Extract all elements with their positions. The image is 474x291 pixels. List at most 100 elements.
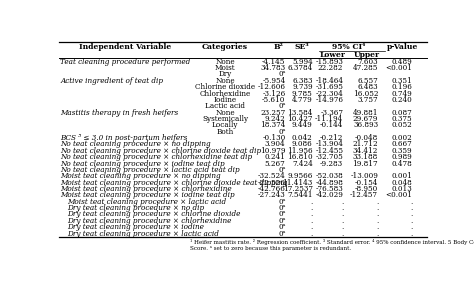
Text: 9.785: 9.785 (292, 90, 313, 97)
Text: -13.009: -13.009 (350, 172, 378, 180)
Text: -44.898: -44.898 (315, 179, 343, 187)
Text: 22.282: 22.282 (318, 64, 343, 72)
Text: -22.526: -22.526 (258, 179, 285, 187)
Text: None: None (215, 109, 235, 117)
Text: 0ᵃ: 0ᵃ (278, 166, 285, 174)
Text: 6.557: 6.557 (357, 77, 378, 85)
Text: Mastitis therapy in fresh heifers: Mastitis therapy in fresh heifers (60, 109, 179, 117)
Text: -8.950: -8.950 (355, 185, 378, 193)
Text: .: . (410, 217, 412, 225)
Text: Lactic acid: Lactic acid (205, 102, 245, 110)
Text: -42.766: -42.766 (258, 185, 285, 193)
Text: 49.881: 49.881 (353, 109, 378, 117)
Text: .: . (310, 223, 313, 231)
Text: Dry teat cleaning procedure × lactic acid: Dry teat cleaning procedure × lactic aci… (67, 230, 219, 237)
Text: Upper: Upper (354, 51, 380, 59)
Text: 0ᵃ: 0ᵃ (278, 210, 285, 219)
Text: .: . (310, 210, 313, 219)
Text: -42.029: -42.029 (315, 191, 343, 199)
Text: 0ᵃ: 0ᵃ (278, 230, 285, 237)
Text: .: . (310, 217, 313, 225)
Text: -12.457: -12.457 (350, 191, 378, 199)
Text: 9.9566: 9.9566 (287, 172, 313, 180)
Text: B²: B² (273, 43, 283, 51)
Text: 0.241: 0.241 (264, 153, 285, 161)
Text: .: . (341, 210, 343, 219)
Text: Moist teat cleaning procedure × no dipping: Moist teat cleaning procedure × no dippi… (60, 172, 221, 180)
Text: 10.979: 10.979 (260, 147, 285, 155)
Text: Moist teat cleaning procedure × chlorhexidine: Moist teat cleaning procedure × chlorhex… (60, 185, 232, 193)
Text: -52.038: -52.038 (316, 172, 343, 180)
Text: .: . (376, 230, 378, 237)
Text: Active ingredient of teat dip: Active ingredient of teat dip (60, 77, 164, 85)
Text: 34.412: 34.412 (353, 147, 378, 155)
Text: -22.304: -22.304 (316, 90, 343, 97)
Text: 0.489: 0.489 (392, 58, 412, 66)
Text: <0.001: <0.001 (385, 191, 412, 199)
Text: -5.610: -5.610 (262, 96, 285, 104)
Text: 9.739: 9.739 (292, 83, 313, 91)
Text: .: . (341, 204, 343, 212)
Text: 0.749: 0.749 (392, 90, 412, 97)
Text: 0ᵃ: 0ᵃ (278, 128, 285, 136)
Text: .: . (341, 198, 343, 206)
Text: 0.013: 0.013 (392, 185, 412, 193)
Text: No teat cleaning procedure × no dipping: No teat cleaning procedure × no dipping (60, 141, 211, 148)
Text: 0.240: 0.240 (392, 96, 412, 104)
Text: Moist teat cleaning procedure × lactic acid: Moist teat cleaning procedure × lactic a… (67, 198, 226, 206)
Text: -12.455: -12.455 (315, 147, 343, 155)
Text: Moist teat cleaning procedure × iodine teat dip: Moist teat cleaning procedure × iodine t… (60, 191, 235, 199)
Text: -32.524: -32.524 (258, 172, 285, 180)
Text: -0.144: -0.144 (320, 121, 343, 129)
Text: 6.483: 6.483 (357, 83, 378, 91)
Text: .: . (310, 230, 313, 237)
Text: 0.196: 0.196 (392, 83, 412, 91)
Text: -14.976: -14.976 (315, 96, 343, 104)
Text: .: . (310, 198, 313, 206)
Text: 0.002: 0.002 (392, 134, 412, 142)
Text: 3.757: 3.757 (357, 96, 378, 104)
Text: .: . (410, 223, 412, 231)
Text: -76.583: -76.583 (316, 185, 343, 193)
Text: Dry teat cleaning procedure × no dip: Dry teat cleaning procedure × no dip (67, 204, 204, 212)
Text: -32.705: -32.705 (316, 153, 343, 161)
Text: 0ᵃ: 0ᵃ (278, 102, 285, 110)
Text: 95% CI⁴: 95% CI⁴ (332, 43, 366, 51)
Text: 0ᵃ: 0ᵃ (278, 70, 285, 79)
Text: 29.679: 29.679 (353, 115, 378, 123)
Text: 7.603: 7.603 (357, 58, 378, 66)
Text: p-Value: p-Value (387, 43, 419, 51)
Text: -31.695: -31.695 (315, 83, 343, 91)
Text: ¹ Heifer mastitis rate. ² Regression coefficient. ³ Standard error. ⁴ 95% confid: ¹ Heifer mastitis rate. ² Regression coe… (190, 239, 474, 251)
Text: 0.989: 0.989 (392, 153, 412, 161)
Text: 23.257: 23.257 (260, 109, 285, 117)
Text: -3.126: -3.126 (262, 90, 285, 97)
Text: 0.048: 0.048 (392, 179, 412, 187)
Text: 18.374: 18.374 (260, 121, 285, 129)
Text: -0.212: -0.212 (320, 134, 343, 142)
Text: None: None (215, 58, 235, 66)
Text: .: . (410, 210, 412, 219)
Text: Both: Both (217, 128, 234, 136)
Text: Independent Variable: Independent Variable (79, 43, 171, 51)
Text: No teat cleaning procedure × chlorhexidine teat dip: No teat cleaning procedure × chlorhexidi… (60, 153, 253, 161)
Text: No teat cleaning procedure × chlorine dioxide teat dip: No teat cleaning procedure × chlorine di… (60, 147, 262, 155)
Text: Categories: Categories (202, 43, 248, 51)
Text: -9.283: -9.283 (320, 159, 343, 168)
Text: -5.954: -5.954 (262, 77, 285, 85)
Text: Moist teat cleaning procedure × chlorine dioxide teat dipping: Moist teat cleaning procedure × chlorine… (60, 179, 288, 187)
Text: .: . (410, 198, 412, 206)
Text: 0.001: 0.001 (392, 172, 412, 180)
Text: 7.424: 7.424 (292, 159, 313, 168)
Text: 0.359: 0.359 (392, 147, 412, 155)
Text: 19.817: 19.817 (353, 159, 378, 168)
Text: 5.994: 5.994 (292, 58, 313, 66)
Text: -11.194: -11.194 (315, 115, 343, 123)
Text: -13.904: -13.904 (315, 141, 343, 148)
Text: 11.4143: 11.4143 (283, 179, 313, 187)
Text: 0.375: 0.375 (392, 115, 412, 123)
Text: 9.086: 9.086 (292, 141, 313, 148)
Text: .: . (410, 204, 412, 212)
Text: .: . (341, 223, 343, 231)
Text: -0.130: -0.130 (262, 134, 285, 142)
